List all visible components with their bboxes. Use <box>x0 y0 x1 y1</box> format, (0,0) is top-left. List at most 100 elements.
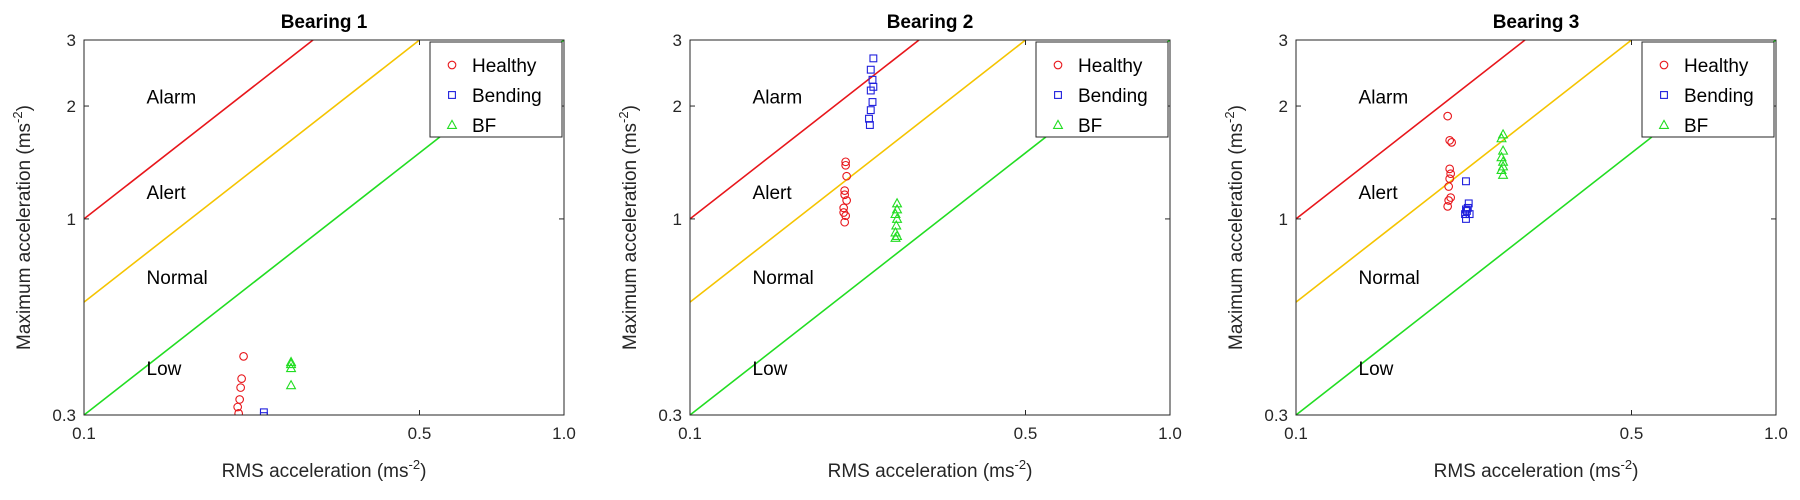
x-axis-label: RMS acceleration (ms-2) <box>828 457 1033 482</box>
data-point-healthy <box>840 190 850 200</box>
legend-box <box>429 41 563 138</box>
series-bending <box>865 54 878 129</box>
y-axis-label: Maximum acceleration (ms-2) <box>1222 105 1247 350</box>
y-tick-label: 3 <box>673 31 682 50</box>
x-tick-label: 0.5 <box>1014 424 1038 443</box>
data-point-healthy <box>841 160 851 170</box>
threshold-line-alert <box>690 40 1026 303</box>
data-point-healthy <box>1443 111 1453 121</box>
zone-label-normal: Normal <box>147 268 208 289</box>
legend-label-healthy: Healthy <box>1078 56 1143 77</box>
zone-label-alarm: Alarm <box>753 88 803 109</box>
data-point-healthy <box>1445 164 1455 174</box>
data-point-bending <box>866 106 875 115</box>
x-tick-label: 1.0 <box>1764 424 1788 443</box>
data-point-bf <box>1497 156 1509 166</box>
chart-panel-2: Alarm Alert Normal Low 0.1 0.5 1.0 0.3 1 2 3 Bearin… <box>616 12 1182 482</box>
legend-label-bending: Bending <box>472 86 542 107</box>
legend-marker-bending <box>1054 91 1062 99</box>
series-bf <box>1496 128 1509 179</box>
data-point-bf <box>1497 169 1509 179</box>
data-point-healthy <box>1443 202 1453 211</box>
data-point-healthy <box>840 217 850 227</box>
y-tick-label: 3 <box>1279 31 1288 50</box>
y-tick-label: 1 <box>673 210 682 229</box>
zone-label-alarm: Alarm <box>147 88 197 109</box>
legend-marker-healthy <box>1659 60 1669 70</box>
data-point-healthy <box>236 383 245 392</box>
data-point-healthy <box>1447 138 1457 147</box>
threshold-line-alarm <box>1296 40 1526 220</box>
data-point-bending <box>1464 199 1473 208</box>
series-bf <box>285 356 297 390</box>
legend: Healthy Bending BF <box>1035 41 1169 138</box>
data-point-healthy <box>841 211 851 221</box>
data-point-healthy <box>239 352 248 361</box>
y-tick-label: 0.3 <box>52 406 76 425</box>
legend-label-healthy: Healthy <box>472 56 537 77</box>
legend-marker-healthy <box>1053 60 1063 70</box>
legend: Healthy Bending BF <box>1641 41 1775 138</box>
data-point-bending <box>1461 210 1469 219</box>
data-point-bending <box>259 412 268 415</box>
x-tick-label: 1.0 <box>1158 424 1182 443</box>
data-point-bending <box>869 54 878 63</box>
zone-label-alert: Alert <box>1359 183 1399 204</box>
zone-label-low: Low <box>147 359 182 380</box>
zone-label-alarm: Alarm <box>1359 88 1409 109</box>
y-tick-label: 2 <box>673 97 682 116</box>
data-point-bf <box>890 232 901 242</box>
legend-label-bf: BF <box>472 116 496 137</box>
y-axis-label: Maximum acceleration (ms-2) <box>616 105 641 350</box>
data-point-healthy <box>841 157 851 167</box>
data-point-bf <box>891 197 903 208</box>
data-point-bf <box>285 358 297 369</box>
data-point-healthy <box>842 196 851 205</box>
x-tick-label: 0.5 <box>1620 424 1644 443</box>
threshold-line-alarm <box>84 40 314 220</box>
legend-marker-bf <box>1052 119 1064 129</box>
series-healthy <box>1443 111 1457 211</box>
legend-marker-healthy <box>447 60 457 70</box>
zone-label-normal: Normal <box>1359 268 1420 289</box>
data-point-bf <box>285 379 297 390</box>
chart-title: Bearing 1 <box>281 12 368 33</box>
y-tick-label: 1 <box>1279 210 1288 229</box>
series-bf <box>890 197 903 242</box>
zone-label-alert: Alert <box>147 183 187 204</box>
data-point-bending <box>866 86 875 95</box>
legend-label-bf: BF <box>1078 116 1102 137</box>
threshold-line-alert <box>84 40 420 303</box>
threshold-line-alarm <box>690 40 920 220</box>
x-axis-label: RMS acceleration (ms-2) <box>222 457 427 482</box>
zone-label-low: Low <box>753 359 788 380</box>
y-axis-label: Maximum acceleration (ms-2) <box>10 105 35 350</box>
legend-label-healthy: Healthy <box>1684 56 1749 77</box>
zone-label-normal: Normal <box>753 268 814 289</box>
legend-marker-bf <box>446 119 458 129</box>
legend-label-bending: Bending <box>1078 86 1148 107</box>
series-bending <box>259 408 268 415</box>
chart-panel-1: Alarm Alert Normal Low 0.1 0.5 1.0 0.3 1 2 3 Bearin… <box>10 12 576 482</box>
data-point-healthy <box>842 171 851 181</box>
legend-marker-bending <box>1660 91 1668 99</box>
data-point-bending <box>866 65 875 74</box>
y-tick-label: 2 <box>1279 97 1288 116</box>
data-point-healthy <box>237 374 246 384</box>
x-tick-label: 0.1 <box>678 424 702 443</box>
zone-label-alert: Alert <box>753 183 793 204</box>
x-tick-label: 1.0 <box>552 424 576 443</box>
data-point-bf <box>285 362 297 373</box>
data-point-bending <box>1462 177 1470 186</box>
axes-box <box>1295 39 1777 416</box>
y-tick-label: 3 <box>67 31 76 50</box>
chart-title: Bearing 2 <box>887 12 974 33</box>
data-point-bf <box>1496 132 1507 143</box>
threshold-line-alert <box>1296 40 1632 303</box>
x-tick-label: 0.5 <box>408 424 432 443</box>
y-tick-label: 0.3 <box>658 406 682 425</box>
legend-label-bf: BF <box>1684 116 1708 137</box>
y-tick-label: 1 <box>67 210 76 229</box>
